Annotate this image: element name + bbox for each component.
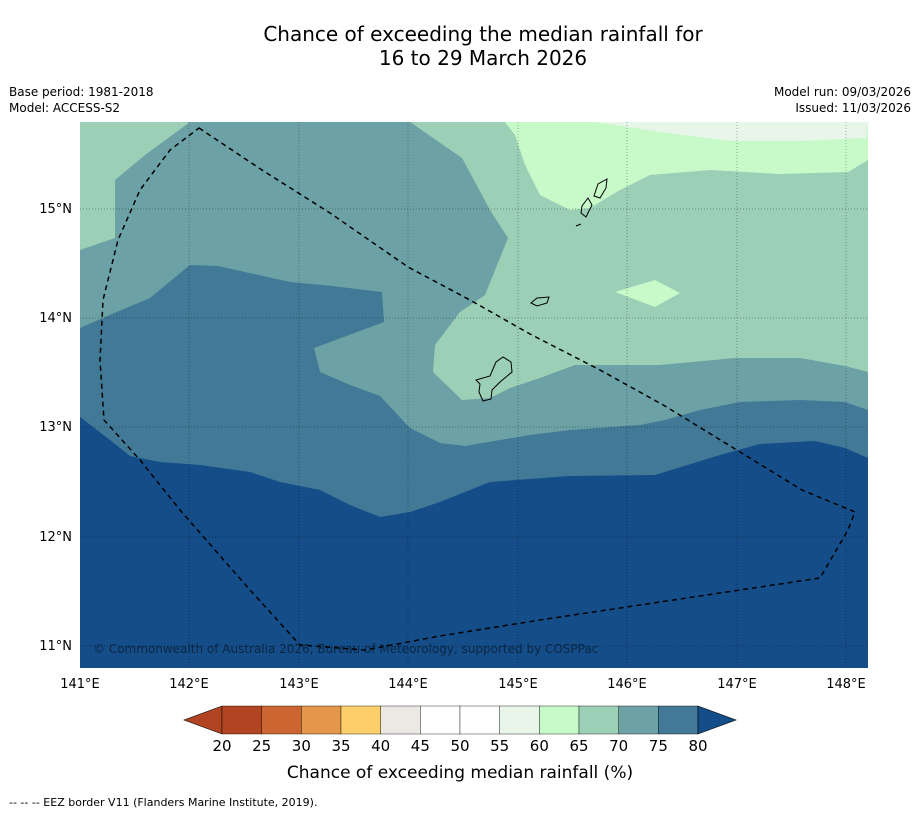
island-tinian	[580, 197, 593, 218]
colorbar-tick-label: 25	[252, 737, 271, 755]
island-saipan	[593, 178, 608, 199]
colorbar-segment	[261, 705, 302, 735]
colorbar-segment	[459, 705, 500, 735]
zone-80-plus	[80, 417, 868, 668]
base-period: Base period: 1981-2018	[9, 85, 154, 99]
colorbar-tick-label: 60	[530, 737, 549, 755]
lat-label: 12°N	[39, 530, 72, 545]
colorbar-tick-label: 35	[331, 737, 350, 755]
colorbar-segment	[340, 705, 381, 735]
colorbar-tick-label: 20	[212, 737, 231, 755]
colorbar-tick-label: 80	[688, 737, 707, 755]
colorbar-ticks: 20 25 30 35 40 45 50 55 60 65 70 75 80	[212, 737, 707, 755]
lon-label: 143°E	[279, 677, 319, 692]
lon-label: 142°E	[169, 677, 209, 692]
colorbar	[183, 705, 737, 735]
colorbar-segment	[658, 705, 699, 735]
colorbar-segment	[301, 705, 342, 735]
lat-labels: 15°N 14°N 13°N 12°N 11°N	[39, 202, 72, 654]
colorbar-extend-low	[183, 705, 223, 735]
title-line-1: Chance of exceeding the median rainfall …	[263, 22, 703, 46]
lon-label: 146°E	[607, 677, 647, 692]
lat-label: 14°N	[39, 311, 72, 326]
lat-label: 15°N	[39, 202, 72, 217]
eez-legend-note: -- -- -- EEZ border V11 (Flanders Marine…	[9, 796, 318, 809]
colorbar-tick-label: 50	[450, 737, 469, 755]
lat-label: 11°N	[39, 639, 72, 654]
lon-label: 147°E	[717, 677, 757, 692]
zone-60-65-patch	[615, 280, 680, 307]
colorbar-segment	[539, 705, 580, 735]
colorbar-extend-high	[697, 705, 737, 735]
colorbar-segment	[499, 705, 540, 735]
copyright: © Commonwealth of Australia 2026, Bureau…	[93, 642, 598, 656]
colorbar-tick-label: 70	[609, 737, 628, 755]
graticule	[80, 122, 868, 668]
colorbar-segment	[221, 705, 262, 735]
colorbar-tick-label: 45	[411, 737, 430, 755]
lat-label: 13°N	[39, 420, 72, 435]
colorbar-segment	[578, 705, 619, 735]
colorbar-tick-label: 65	[569, 737, 588, 755]
meta-left: Base period: 1981-2018 Model: ACCESS-S2	[9, 84, 154, 116]
issued-date: Issued: 11/03/2026	[795, 101, 911, 115]
zone-60-65	[505, 122, 868, 210]
eez-border	[99, 127, 856, 651]
colorbar-tick-label: 55	[490, 737, 509, 755]
lon-label: 148°E	[826, 677, 866, 692]
zone-55-60	[595, 122, 868, 141]
colorbar-segment	[420, 705, 461, 735]
lon-label: 141°E	[60, 677, 100, 692]
island-rota	[530, 296, 550, 307]
colorbar-tick-label: 30	[292, 737, 311, 755]
lon-label: 145°E	[498, 677, 538, 692]
chart-title: Chance of exceeding the median rainfall …	[0, 22, 919, 70]
colorbar-tick-label: 40	[371, 737, 390, 755]
model-run: Model run: 09/03/2026	[773, 85, 911, 99]
island-guam	[475, 356, 513, 402]
model-name: Model: ACCESS-S2	[9, 101, 121, 115]
title-line-2: 16 to 29 March 2026	[378, 46, 588, 70]
colorbar-segment	[618, 705, 659, 735]
colorbar-segment	[380, 705, 421, 735]
island-aguijan	[575, 223, 582, 227]
lon-labels: 141°E 142°E 143°E 144°E 145°E 146°E 147°…	[60, 677, 866, 692]
colorbar-label: Chance of exceeding median rainfall (%)	[287, 763, 633, 783]
colorbar-tick-label: 75	[649, 737, 668, 755]
lon-label: 144°E	[388, 677, 428, 692]
islands	[475, 178, 608, 402]
meta-right: Model run: 09/03/2026 Issued: 11/03/2026	[774, 84, 911, 116]
map-area: © Commonwealth of Australia 2026, Bureau…	[80, 122, 868, 668]
